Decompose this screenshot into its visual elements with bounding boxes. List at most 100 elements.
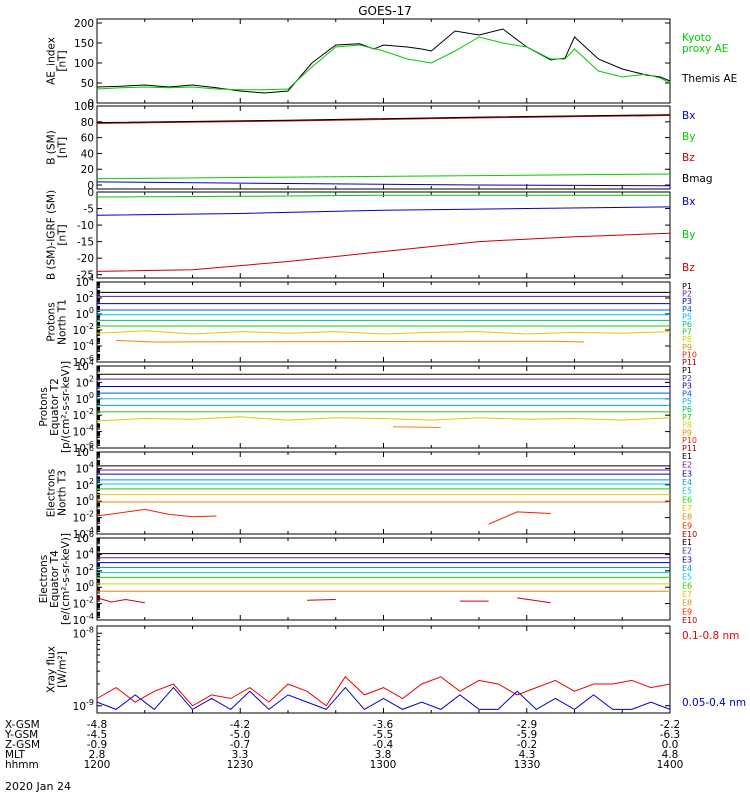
footer-value: -6.3 xyxy=(660,729,681,741)
ytick-label: 106 xyxy=(76,530,94,545)
legend-p2: P2 xyxy=(682,374,692,383)
footer-ephemeris: X-GSM -4.8 -4.2 -3.6 -2.9 -2.2 Y-GSM -4.5 -5.0 -5… xyxy=(4,719,683,771)
panel-6-frame xyxy=(96,451,671,535)
legend-e9: E9 xyxy=(682,521,692,530)
ylabel-line-2: Equator T2 xyxy=(49,378,61,436)
legend-by: By xyxy=(682,131,695,143)
legend-0-1-0-8-nm: 0.1-0.8 nm xyxy=(682,630,739,642)
ytick-label: 0 xyxy=(87,187,94,199)
footer-value: 1330 xyxy=(514,759,541,771)
legend-e10: E10 xyxy=(682,616,697,625)
footer-value: 3.8 xyxy=(375,749,392,761)
series-p8 xyxy=(96,416,671,422)
ytick-label: -5 xyxy=(84,204,94,216)
ylabel-line-2: [nT] xyxy=(57,224,69,245)
series-bx xyxy=(96,206,671,216)
ytick-label: 20 xyxy=(81,164,94,176)
ylabel-line-2: [nT] xyxy=(57,137,69,158)
footer-value: -5.0 xyxy=(230,729,251,741)
legend-e7: E7 xyxy=(682,504,692,513)
ylabel-line-3: [e/(cm²-s-sr-keV)] xyxy=(60,533,72,625)
panel-3-frame xyxy=(96,191,671,279)
footer-value: 1300 xyxy=(370,759,397,771)
footer-label-z-gsm: Z-GSM xyxy=(5,739,40,751)
legend-p9: P9 xyxy=(682,428,692,437)
legend-p2: P2 xyxy=(682,290,692,299)
legend-e4: E4 xyxy=(682,478,692,487)
footer-label-x-gsm: X-GSM xyxy=(5,719,40,731)
panel-8: 10-9 10-8 Xray flux [W/m²] 0.1-0.8 nm 0.05-0.… xyxy=(46,625,746,714)
legend-e6: E6 xyxy=(682,581,692,590)
legend-p3: P3 xyxy=(682,382,692,391)
series-0-1-0-8-nm xyxy=(96,676,671,707)
legend-p10: P10 xyxy=(682,436,697,445)
legend-e5: E5 xyxy=(682,487,692,496)
series-e9-late xyxy=(488,511,551,525)
series-e9 xyxy=(96,597,145,604)
ytick-label: 80 xyxy=(81,117,94,129)
ytick-label: 100 xyxy=(76,493,94,508)
legend-p5: P5 xyxy=(682,312,692,321)
legend-bz: Bz xyxy=(682,152,695,164)
legend-e1: E1 xyxy=(682,452,692,461)
footer-value: 0.0 xyxy=(662,739,679,751)
legend-bmag: Bmag xyxy=(682,173,713,185)
legend-p6: P6 xyxy=(682,405,692,414)
ytick-label: 10-2 xyxy=(73,596,94,611)
legend-proxy-ae: proxy AE xyxy=(682,43,728,55)
ytick-label: 200 xyxy=(74,18,94,30)
legend-bx: Bx xyxy=(682,196,695,208)
footer-value: -0.4 xyxy=(373,739,394,751)
legend-e7: E7 xyxy=(682,590,692,599)
series-e9 xyxy=(96,508,217,518)
footer-value: 2.8 xyxy=(89,749,106,761)
legend-kyoto: Kyoto xyxy=(682,32,711,44)
legend-p4: P4 xyxy=(682,389,692,398)
series-kyoto-proxy-ae xyxy=(96,36,671,91)
ytick-label: 10-2 xyxy=(73,322,94,337)
ylabel-line-1: B (SM)-IGRF (SM) xyxy=(46,190,58,280)
ytick-label: 60 xyxy=(81,133,94,145)
chart-title: GOES-17 xyxy=(358,4,412,18)
ytick-label: 100 xyxy=(74,58,94,70)
panel-2: 0 20 40 60 80 100 B (SM) [nT] Bx By Bz Bmag xyxy=(46,101,713,192)
panel-7-frame xyxy=(96,537,671,621)
footer-value: -3.6 xyxy=(373,719,394,731)
panel-4-frame xyxy=(96,281,671,363)
footer-value: -0.7 xyxy=(230,739,251,751)
footer-value: -0.2 xyxy=(517,739,538,751)
legend-e1: E1 xyxy=(682,538,692,547)
legend-p11: P11 xyxy=(682,444,697,453)
legend-p10: P10 xyxy=(682,350,697,359)
footer-value: -5.9 xyxy=(517,729,538,741)
legend-e5: E5 xyxy=(682,573,692,582)
panel-8-frame xyxy=(96,625,671,714)
legend-themis-ae: Themis AE xyxy=(681,73,737,85)
ytick-label: 50 xyxy=(81,78,94,90)
ytick-label: 104 xyxy=(76,460,94,475)
ytick-label: 102 xyxy=(76,374,94,389)
ytick-label: 100 xyxy=(76,579,94,594)
ylabel-line-1: Electrons xyxy=(38,555,50,604)
series-by xyxy=(96,194,670,198)
series-p9 xyxy=(393,426,441,428)
ylabel-line-2: Equator T4 xyxy=(49,550,61,608)
legend-0-05-0-4-nm: 0.05-0.4 nm xyxy=(682,697,746,709)
footer-label-hhmm: hhmm xyxy=(5,759,39,771)
ytick-label: 150 xyxy=(74,38,94,50)
panel-3: -25 -20 -15 -10 -5 0 B (SM)-IGRF (SM) [nT] Bx By B… xyxy=(46,187,696,282)
legend-p4: P4 xyxy=(682,305,692,314)
ylabel-line-1: B (SM) xyxy=(46,130,58,164)
panel-1-frame xyxy=(96,18,671,104)
legend-e8: E8 xyxy=(682,513,692,522)
footer-value: -4.2 xyxy=(230,719,251,731)
legend-p3: P3 xyxy=(682,297,692,306)
ylabel-line-2: [W/m²] xyxy=(57,651,69,688)
ytick-label: -10 xyxy=(77,220,94,232)
ylabel-line-2: [nT] xyxy=(57,50,69,71)
footer-value: -2.9 xyxy=(517,719,538,731)
legend-p7: P7 xyxy=(682,328,692,337)
legend-e8: E8 xyxy=(682,599,692,608)
